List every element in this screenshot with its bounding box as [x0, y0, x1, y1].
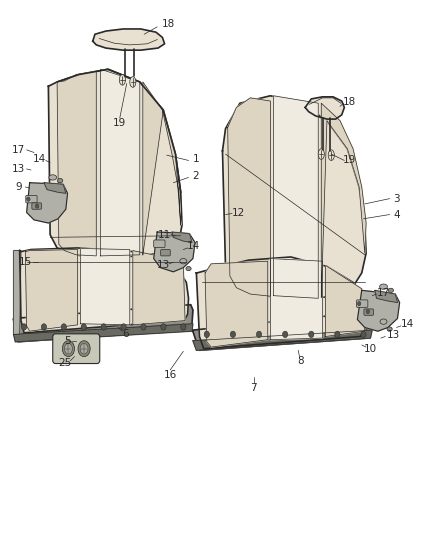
Polygon shape: [357, 290, 399, 331]
Ellipse shape: [119, 75, 125, 85]
Ellipse shape: [57, 179, 63, 183]
Ellipse shape: [380, 284, 388, 289]
Polygon shape: [223, 96, 366, 298]
Ellipse shape: [80, 343, 88, 354]
FancyBboxPatch shape: [26, 196, 37, 203]
Text: 16: 16: [164, 370, 177, 379]
Ellipse shape: [387, 327, 392, 331]
Polygon shape: [93, 29, 165, 50]
Text: 8: 8: [297, 356, 304, 366]
Polygon shape: [14, 251, 21, 334]
Polygon shape: [44, 183, 66, 193]
Polygon shape: [325, 265, 365, 336]
Text: 25: 25: [58, 358, 71, 368]
Text: 15: 15: [19, 257, 32, 267]
Circle shape: [27, 197, 30, 201]
FancyBboxPatch shape: [161, 249, 170, 256]
Text: 18: 18: [343, 97, 356, 107]
Circle shape: [35, 204, 39, 208]
Polygon shape: [205, 261, 268, 347]
Circle shape: [41, 324, 46, 330]
Text: 18: 18: [162, 19, 175, 29]
Polygon shape: [305, 97, 344, 119]
Text: 13: 13: [157, 261, 170, 270]
Ellipse shape: [49, 175, 57, 180]
Polygon shape: [14, 305, 193, 342]
Text: 10: 10: [364, 344, 377, 354]
Text: 14: 14: [400, 319, 413, 329]
Circle shape: [283, 331, 288, 337]
Text: 17: 17: [377, 288, 390, 298]
Text: 6: 6: [122, 329, 129, 340]
Polygon shape: [196, 257, 368, 349]
Ellipse shape: [380, 319, 387, 324]
Polygon shape: [273, 96, 318, 298]
Text: 1: 1: [193, 155, 200, 164]
Polygon shape: [375, 290, 397, 303]
Circle shape: [121, 324, 126, 330]
Circle shape: [357, 302, 361, 306]
Polygon shape: [133, 251, 185, 325]
Ellipse shape: [130, 77, 136, 87]
Circle shape: [101, 324, 106, 330]
Polygon shape: [27, 183, 67, 223]
Ellipse shape: [389, 288, 393, 293]
Circle shape: [230, 331, 236, 337]
Circle shape: [181, 324, 186, 330]
Text: 19: 19: [113, 118, 127, 128]
Text: 17: 17: [12, 145, 25, 155]
Polygon shape: [228, 98, 270, 296]
Text: 13: 13: [12, 164, 25, 174]
Text: 7: 7: [250, 383, 256, 393]
Circle shape: [366, 310, 370, 314]
Text: 3: 3: [393, 193, 400, 204]
Text: 14: 14: [33, 155, 46, 164]
Polygon shape: [321, 103, 366, 297]
Polygon shape: [48, 69, 182, 257]
Polygon shape: [14, 324, 193, 342]
Polygon shape: [81, 248, 130, 325]
Polygon shape: [101, 69, 140, 256]
FancyBboxPatch shape: [53, 334, 100, 364]
Polygon shape: [193, 312, 372, 350]
Text: 9: 9: [15, 182, 22, 192]
Text: 19: 19: [343, 156, 356, 165]
Ellipse shape: [180, 259, 187, 264]
Polygon shape: [57, 71, 96, 256]
Polygon shape: [193, 330, 372, 350]
Text: 2: 2: [192, 172, 198, 181]
Text: 14: 14: [187, 241, 200, 252]
Circle shape: [335, 331, 340, 337]
Polygon shape: [143, 82, 181, 255]
Ellipse shape: [186, 266, 191, 271]
Ellipse shape: [328, 150, 334, 160]
Polygon shape: [20, 248, 188, 333]
Circle shape: [161, 324, 166, 330]
Polygon shape: [172, 232, 192, 243]
Polygon shape: [270, 259, 322, 340]
Circle shape: [204, 331, 209, 337]
Circle shape: [61, 324, 67, 330]
Circle shape: [81, 324, 86, 330]
Circle shape: [361, 331, 366, 337]
Ellipse shape: [64, 343, 72, 354]
Circle shape: [141, 324, 146, 330]
Text: 5: 5: [64, 336, 71, 346]
Circle shape: [21, 324, 27, 330]
Polygon shape: [25, 249, 78, 331]
Text: 13: 13: [386, 330, 400, 341]
Circle shape: [309, 331, 314, 337]
FancyBboxPatch shape: [364, 309, 374, 316]
Text: 12: 12: [232, 208, 245, 219]
Ellipse shape: [318, 149, 324, 159]
FancyBboxPatch shape: [32, 203, 42, 209]
Ellipse shape: [62, 341, 74, 357]
Circle shape: [256, 331, 261, 337]
Polygon shape: [154, 232, 195, 272]
Text: 4: 4: [393, 209, 400, 220]
Text: 11: 11: [158, 230, 171, 240]
Ellipse shape: [78, 341, 90, 357]
FancyBboxPatch shape: [357, 300, 368, 308]
FancyBboxPatch shape: [154, 240, 165, 247]
